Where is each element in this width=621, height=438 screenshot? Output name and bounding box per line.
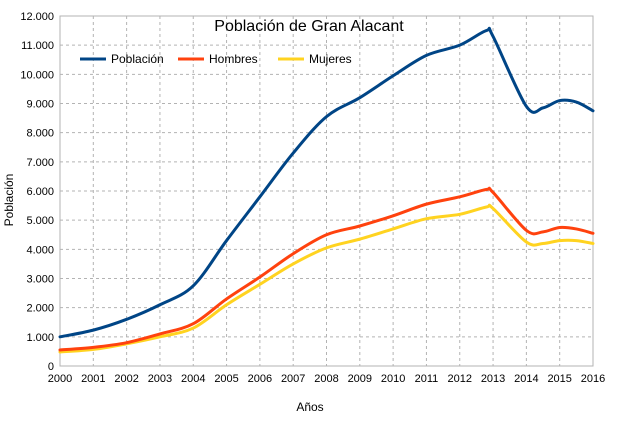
- x-tick-label: 2012: [448, 373, 472, 385]
- x-tick-label: 2005: [214, 373, 238, 385]
- y-tick-label: 4.000: [26, 244, 54, 256]
- legend: Población Hombres Mujeres: [80, 52, 352, 66]
- y-tick-label: 8.000: [26, 128, 54, 140]
- x-tick-label: 2015: [547, 373, 571, 385]
- y-tick-label: 5.000: [26, 215, 54, 227]
- x-tick-label: 2000: [48, 373, 72, 385]
- series-line-hombres: [58, 186, 595, 352]
- x-tick-label: 2007: [281, 373, 305, 385]
- y-tick-label: 12.000: [20, 11, 54, 23]
- x-tick-label: 2013: [481, 373, 505, 385]
- x-tick-label: 2014: [514, 373, 538, 385]
- y-tick-label: 1.000: [26, 332, 54, 344]
- x-tick-label: 2001: [81, 373, 105, 385]
- y-tick-label: 6.000: [26, 186, 54, 198]
- x-tick-label: 2008: [314, 373, 338, 385]
- y-tick-label: 0: [48, 361, 54, 373]
- x-axis-title: Años: [296, 400, 323, 414]
- x-tick-label: 2004: [181, 373, 205, 385]
- y-tick-label: 7.000: [26, 157, 54, 169]
- x-tick-label: 2009: [348, 373, 372, 385]
- series-line-poblacion: [58, 26, 595, 339]
- y-tick-label: 3.000: [26, 274, 54, 286]
- x-tick-label: 2003: [148, 373, 172, 385]
- series-lines: [58, 26, 595, 354]
- tick-labels: 2000 2001 2002 2003 2004 2005 2006 2007 2008 2009…: [20, 11, 605, 385]
- y-tick-label: 2.000: [26, 303, 54, 315]
- series-line-mujeres: [58, 203, 595, 354]
- legend-label-poblacion: Población: [111, 52, 164, 66]
- x-tick-label: 2006: [248, 373, 272, 385]
- x-tick-label: 2011: [415, 373, 439, 385]
- y-tick-label: 11.000: [21, 40, 54, 52]
- plot-area-border: [59, 15, 594, 367]
- y-tick-label: 9.000: [26, 99, 54, 111]
- legend-label-mujeres: Mujeres: [309, 52, 352, 66]
- x-tick-label: 2016: [581, 373, 605, 385]
- chart-title: Población de Gran Alacant: [214, 18, 404, 35]
- legend-label-hombres: Hombres: [209, 52, 258, 66]
- y-tick-label: 10.000: [20, 69, 54, 81]
- y-axis-title: Población: [2, 174, 16, 227]
- x-tick-label: 2010: [381, 373, 405, 385]
- x-tick-label: 2002: [114, 373, 138, 385]
